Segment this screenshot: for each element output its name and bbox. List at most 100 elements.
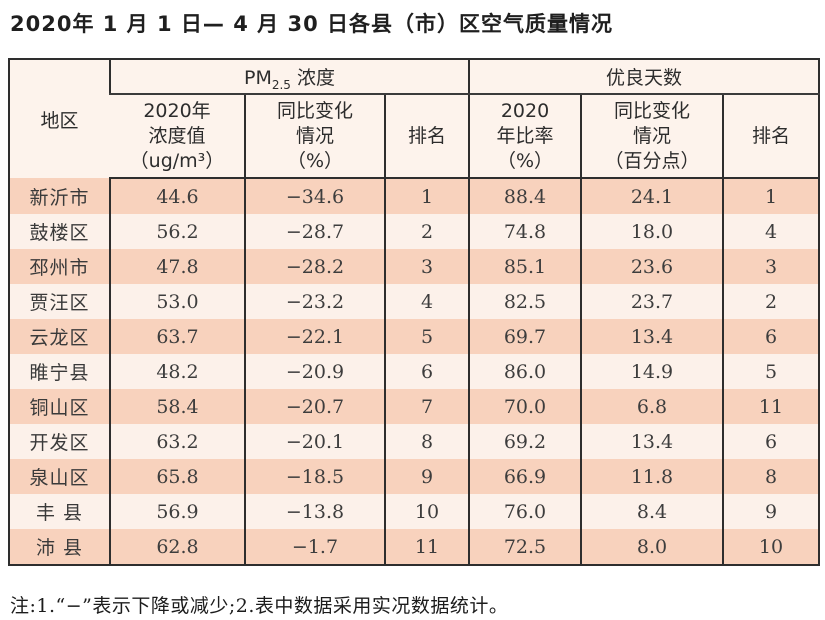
cell-good-ratio: 88.4 [468, 178, 581, 215]
air-quality-table: 地区 PM2.5 浓度 优良天数 2020年 浓度值 （ug/m³） 同比变化 … [8, 58, 821, 567]
table-row: 贾汪区 53.0 −23.2 4 82.5 23.7 2 [9, 284, 820, 320]
cell-pm-rank: 10 [384, 494, 469, 530]
cell-region: 鼓楼区 [9, 214, 110, 250]
cell-pm-rank: 6 [384, 354, 469, 390]
cell-good-change: 23.7 [580, 284, 723, 320]
cell-good-rank: 1 [721, 178, 820, 215]
cell-good-change: 24.1 [580, 178, 723, 215]
cell-pm-rank: 3 [384, 249, 469, 285]
cell-good-change: 13.4 [580, 319, 723, 355]
cell-good-change: 8.4 [580, 494, 723, 530]
cell-good-change: 18.0 [580, 214, 723, 250]
header-good-rank: 排名 [721, 94, 820, 180]
cell-good-rank: 3 [721, 249, 820, 285]
table-row: 云龙区 63.7 −22.1 5 69.7 13.4 6 [9, 319, 820, 355]
cell-good-ratio: 72.5 [468, 529, 581, 566]
cell-pm-value: 62.8 [109, 529, 245, 566]
cell-good-ratio: 74.8 [468, 214, 581, 250]
cell-pm-rank: 7 [384, 389, 469, 425]
table-row: 睢宁县 48.2 −20.9 6 86.0 14.9 5 [9, 354, 820, 390]
cell-pm-value: 48.2 [109, 354, 245, 390]
header-group-good-days: 优良天数 [467, 59, 820, 96]
cell-good-change: 13.4 [580, 424, 723, 460]
cell-pm-change: −18.5 [244, 459, 385, 495]
cell-pm-value: 53.0 [109, 284, 245, 320]
cell-region: 睢宁县 [9, 354, 110, 390]
cell-pm-change: −20.9 [244, 354, 385, 390]
cell-good-ratio: 66.9 [468, 459, 581, 495]
cell-pm-value: 63.2 [109, 424, 245, 460]
cell-region: 沛 县 [9, 529, 110, 566]
header-group-pm25: PM2.5 浓度 [109, 59, 469, 96]
cell-region: 铜山区 [9, 389, 110, 425]
cell-pm-rank: 2 [384, 214, 469, 250]
footnote: 注:1.“−”表示下降或减少;2.表中数据采用实况数据统计。 [10, 595, 509, 618]
cell-good-rank: 8 [721, 459, 820, 495]
header-good-change: 同比变化 情况 （百分点） [580, 94, 723, 180]
cell-pm-change: −20.7 [244, 389, 385, 425]
cell-pm-value: 47.8 [109, 249, 245, 285]
cell-good-change: 14.9 [580, 354, 723, 390]
cell-region: 云龙区 [9, 319, 110, 355]
cell-good-ratio: 85.1 [468, 249, 581, 285]
cell-region: 新沂市 [9, 178, 110, 215]
cell-good-change: 6.8 [580, 389, 723, 425]
cell-pm-rank: 4 [384, 284, 469, 320]
header-pm-value: 2020年 浓度值 （ug/m³） [110, 94, 245, 180]
cell-region: 贾汪区 [9, 284, 110, 320]
cell-pm-change: −28.2 [244, 249, 385, 285]
table-row: 新沂市 44.6 −34.6 1 88.4 24.1 1 [9, 178, 820, 215]
cell-good-change: 11.8 [580, 459, 723, 495]
cell-pm-rank: 1 [384, 178, 469, 215]
pm25-label-suffix: 浓度 [290, 67, 335, 90]
cell-pm-rank: 8 [384, 424, 469, 460]
cell-pm-rank: 11 [384, 529, 469, 566]
cell-good-ratio: 69.7 [468, 319, 581, 355]
header-pm-rank: 排名 [384, 94, 469, 180]
table-row: 开发区 63.2 −20.1 8 69.2 13.4 6 [9, 424, 820, 460]
header-region: 地区 [9, 59, 110, 179]
header-group-row: 地区 PM2.5 浓度 优良天数 [9, 59, 820, 179]
table-row: 鼓楼区 56.2 −28.7 2 74.8 18.0 4 [9, 214, 820, 250]
cell-pm-change: −23.2 [244, 284, 385, 320]
table-row: 铜山区 58.4 −20.7 7 70.0 6.8 11 [9, 389, 820, 425]
cell-pm-change: −34.6 [244, 178, 385, 215]
header-pm-change: 同比变化 情况 （%） [244, 94, 385, 180]
table-row: 丰 县 56.9 −13.8 10 76.0 8.4 9 [9, 494, 820, 530]
cell-good-rank: 6 [721, 424, 820, 460]
cell-good-rank: 9 [721, 494, 820, 530]
cell-pm-value: 65.8 [109, 459, 245, 495]
table-row: 沛 县 62.8 −1.7 11 72.5 8.0 10 [9, 529, 820, 566]
cell-good-ratio: 86.0 [468, 354, 581, 390]
cell-pm-value: 56.2 [109, 214, 245, 250]
cell-good-rank: 4 [721, 214, 820, 250]
cell-good-rank: 5 [721, 354, 820, 390]
cell-region: 邳州市 [9, 249, 110, 285]
pm25-label-subscript: 2.5 [271, 77, 291, 92]
header-sub-row: 2020年 浓度值 （ug/m³） 同比变化 情况 （%） 排名 2020 年比… [9, 94, 820, 180]
cell-good-rank: 6 [721, 319, 820, 355]
cell-pm-change: −20.1 [244, 424, 385, 460]
cell-region: 泉山区 [9, 459, 110, 495]
cell-pm-change: −22.1 [244, 319, 385, 355]
cell-pm-value: 58.4 [109, 389, 245, 425]
cell-region: 丰 县 [9, 494, 110, 530]
cell-pm-change: −1.7 [244, 529, 385, 566]
pm25-label-prefix: PM [244, 67, 272, 90]
cell-good-ratio: 69.2 [468, 424, 581, 460]
cell-good-ratio: 76.0 [468, 494, 581, 530]
header-good-ratio: 2020 年比率 （%） [468, 94, 581, 180]
cell-good-change: 8.0 [580, 529, 723, 566]
cell-pm-rank: 5 [384, 319, 469, 355]
cell-pm-value: 44.6 [109, 178, 245, 215]
cell-pm-rank: 9 [384, 459, 469, 495]
table-row: 邳州市 47.8 −28.2 3 85.1 23.6 3 [9, 249, 820, 285]
cell-pm-change: −28.7 [244, 214, 385, 250]
cell-pm-value: 63.7 [109, 319, 245, 355]
cell-good-ratio: 70.0 [468, 389, 581, 425]
cell-good-rank: 11 [721, 389, 820, 425]
table-row: 泉山区 65.8 −18.5 9 66.9 11.8 8 [9, 459, 820, 495]
cell-good-rank: 2 [721, 284, 820, 320]
cell-good-ratio: 82.5 [468, 284, 581, 320]
